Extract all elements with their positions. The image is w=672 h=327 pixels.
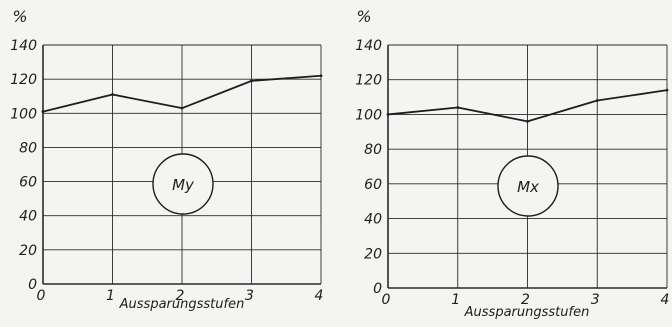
x-tick-label: 2 [176,288,185,304]
x-tick-label: 1 [451,292,460,308]
chart-panel-1: 0 20 40 60 80 100 120 140 0 1 2 3 4% Aussparungsstufe… [10,7,323,312]
y-axis-unit-label: % [356,7,371,26]
x-axis-title: Aussparungsstufen [464,305,590,320]
y-tick-label: 20 [364,246,382,262]
y-tick-label: 60 [19,175,37,191]
chart-panel-2: 0 20 40 60 80 100 120 140 0 1 2 3 4% Aussparungsstufe… [355,7,669,320]
annotation-circle [497,155,559,217]
data-point [456,106,460,109]
y-axis-unit-label: % [12,7,27,26]
data-point [386,113,390,116]
y-tick-label: 60 [364,177,382,193]
data-point [595,99,599,102]
x-tick-label: 3 [245,288,254,304]
x-tick-label: 3 [591,292,600,308]
data-point [250,79,253,83]
y-tick-label: 0 [28,277,37,293]
y-tick-label: 100 [355,107,382,123]
x-tick-label: 1 [106,288,115,304]
y-tick-label: 140 [10,38,37,54]
x-tick-label: 4 [315,288,324,304]
y-tick-label: 0 [373,281,382,297]
data-point [41,110,45,113]
y-tick-label: 80 [19,140,37,156]
data-point [526,119,529,123]
x-tick-label: 0 [37,288,46,304]
y-tick-label: 120 [10,72,37,88]
y-tick-label: 40 [364,212,382,228]
x-tick-label: 0 [382,292,391,308]
y-tick-label: 140 [355,38,382,54]
y-tick-label: 40 [19,209,37,225]
annotation-label: Mx [517,178,539,196]
y-tick-label: 120 [355,73,382,89]
data-point [111,93,114,96]
y-tick-label: 80 [364,142,382,158]
x-axis-title: Aussparungsstufen [119,297,245,312]
data-point [665,88,669,92]
annotation-circle [152,153,214,215]
x-tick-label: 2 [521,292,530,308]
data-point [180,106,184,110]
y-tick-label: 20 [19,243,37,259]
data-point [319,74,323,78]
annotation-label: My [172,176,195,194]
x-tick-label: 4 [661,292,670,308]
y-tick-label: 100 [10,106,37,122]
